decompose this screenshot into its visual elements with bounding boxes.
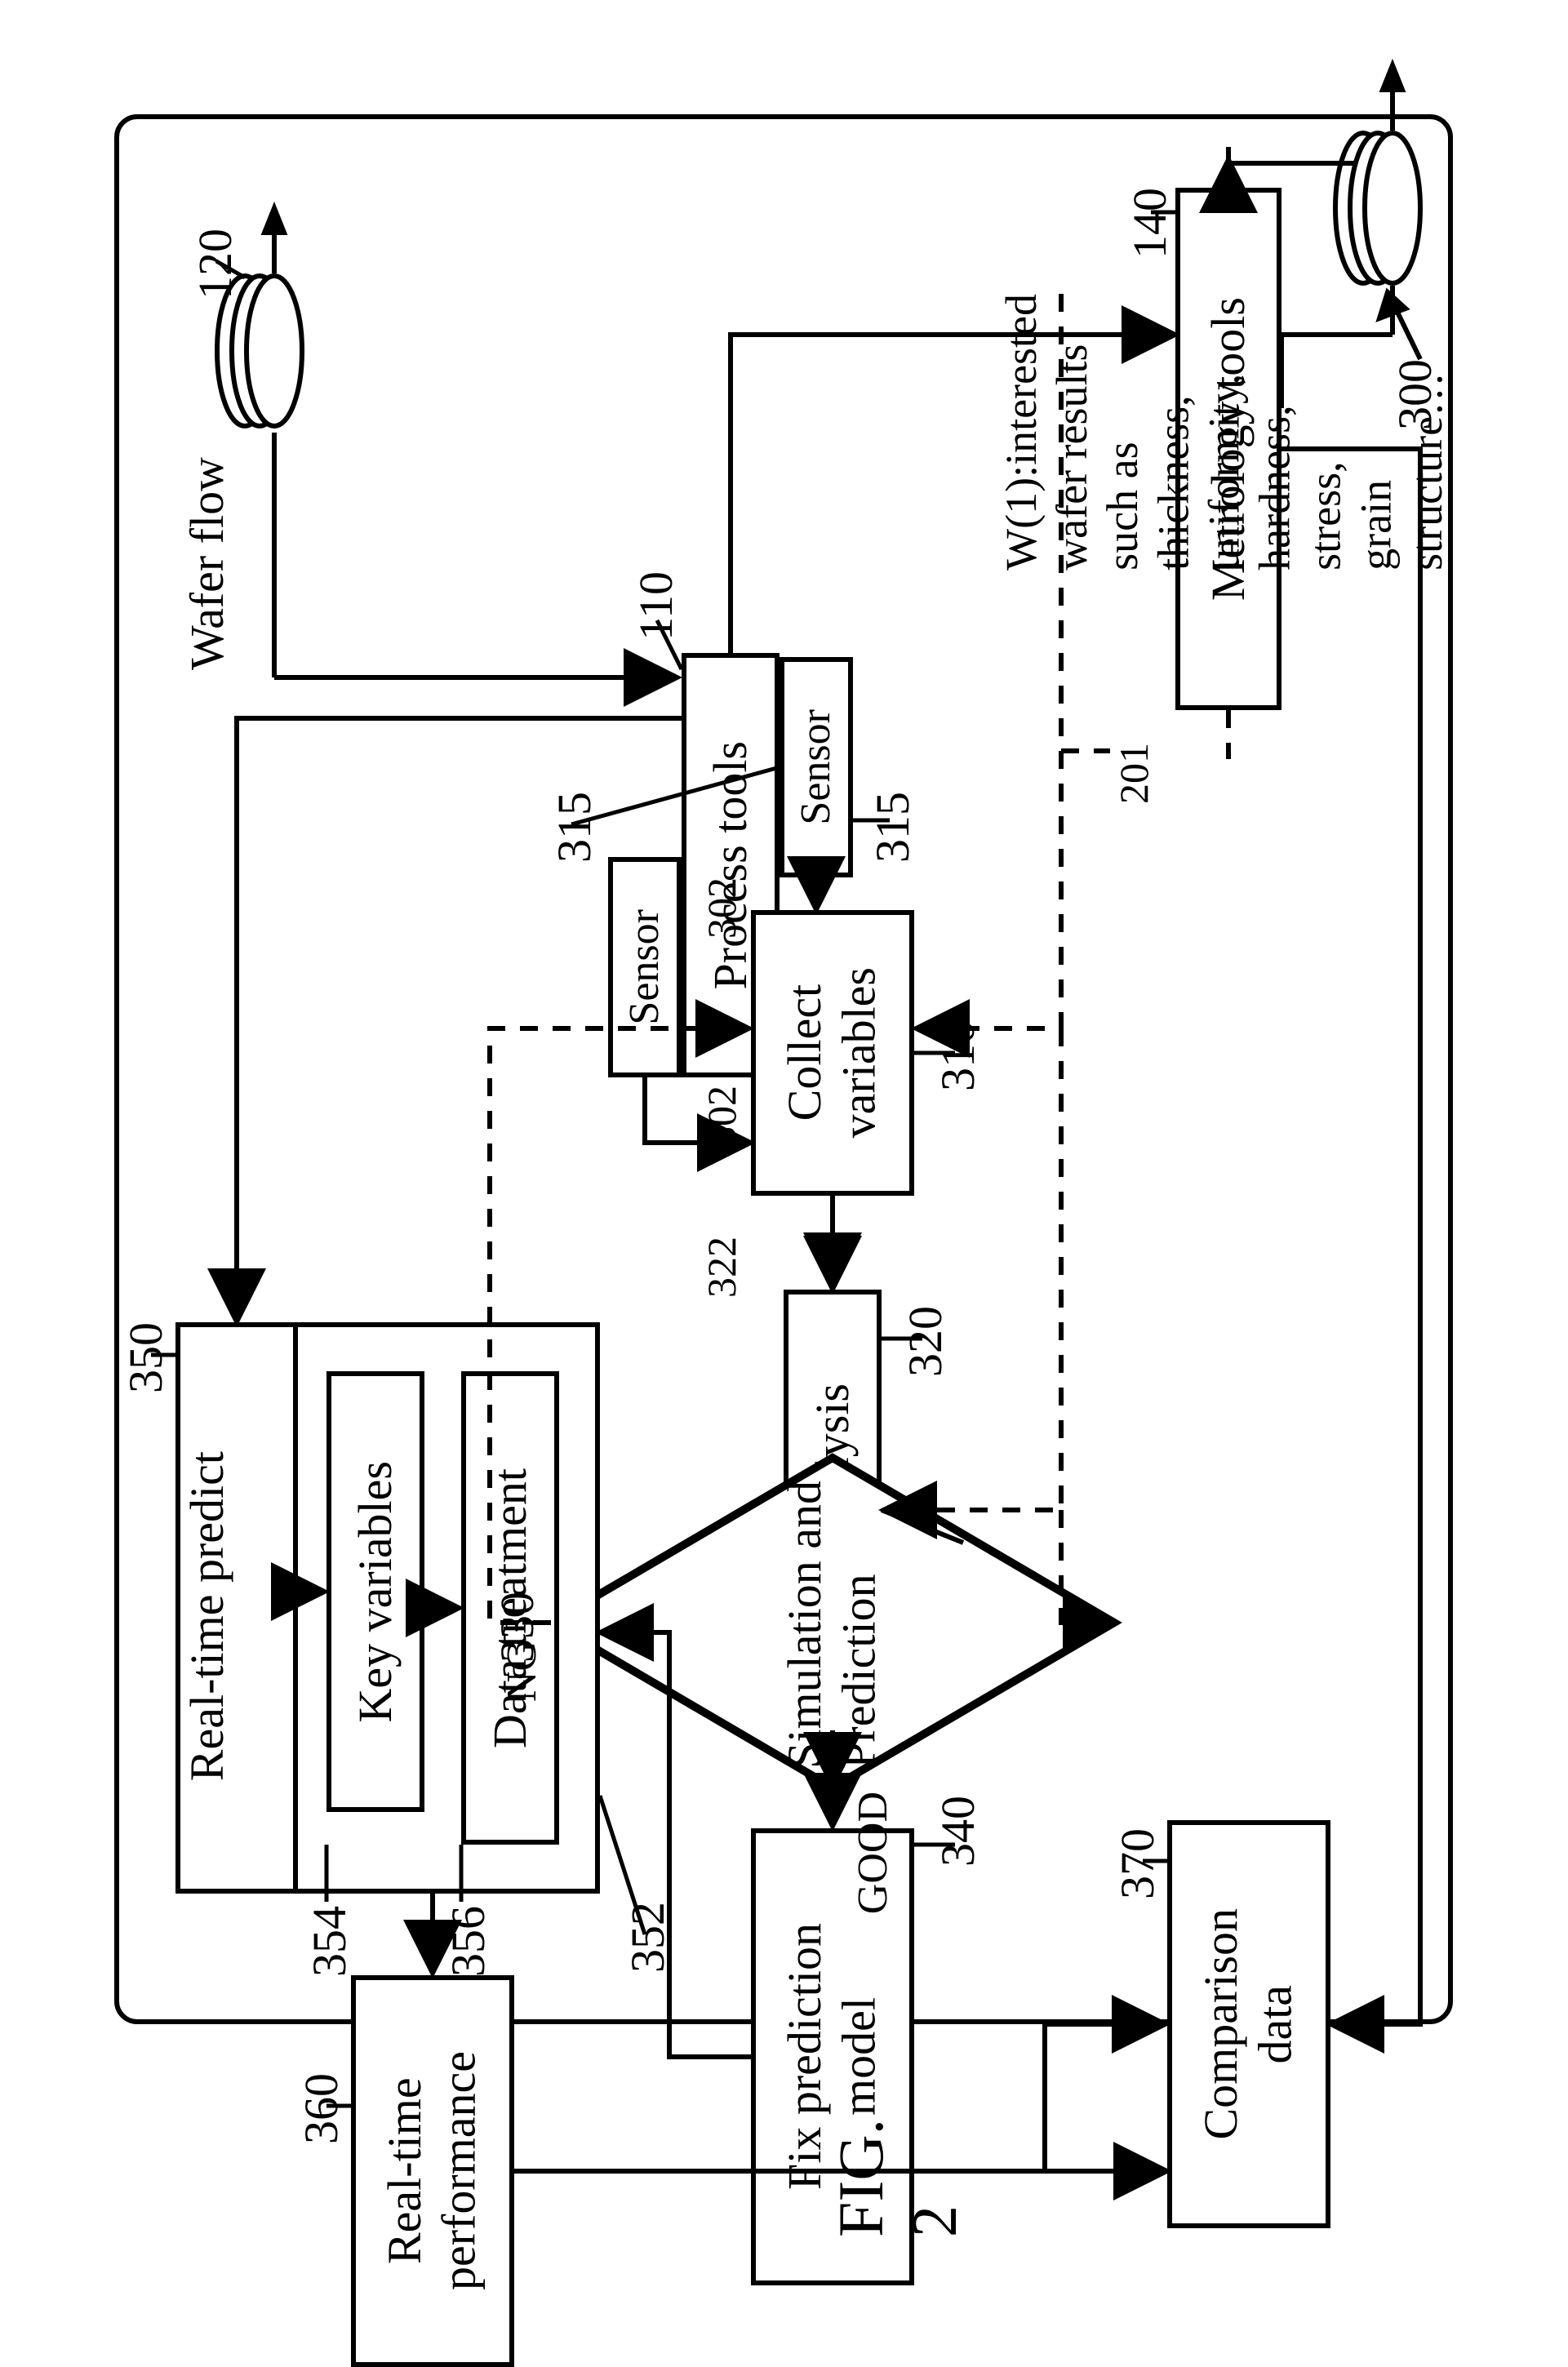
page: Metrology tools Process tools Sensor Sen… xyxy=(0,0,1568,2237)
ref-ticks xyxy=(0,0,1568,2237)
